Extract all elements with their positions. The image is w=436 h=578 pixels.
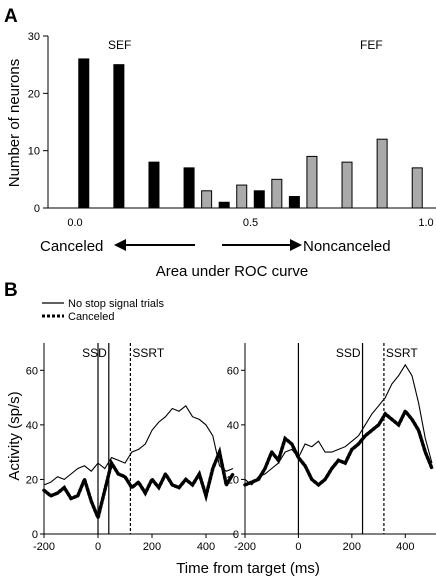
trace-no-stop-signal	[43, 404, 234, 486]
marker-label-ssd: SSD	[82, 346, 107, 360]
subplot-y-tick-label: 20	[26, 474, 38, 486]
arrow-left-head	[114, 239, 126, 251]
panel-a-y-tick-label: 30	[28, 31, 40, 43]
panel-a-x-tick-label: 1.0	[418, 217, 433, 229]
legend-solid-label: No stop signal trials	[68, 298, 164, 310]
subplot-x-tick-label: 0	[295, 541, 301, 553]
panel-a-x-tick-label: 0.5	[243, 217, 258, 229]
panel-a-x-tick-label: 0.0	[67, 217, 82, 229]
direction-label-canceled: Canceled	[40, 238, 103, 255]
bar-fef	[236, 184, 248, 209]
subplot-y-tick-label: 0	[233, 529, 239, 541]
panel-a-letter: A	[4, 6, 18, 27]
bar-fef	[341, 161, 353, 209]
marker-label-ssrt: SSRT	[132, 346, 164, 360]
bar-fef	[306, 155, 318, 209]
panel-b-y-axis-title: Activity (sp/s)	[6, 391, 23, 480]
bar-sef	[183, 167, 195, 209]
panel-a-y-ticks: 0 10 20 30	[28, 31, 48, 215]
panel-a-x-axis-title: Area under ROC curve	[156, 263, 309, 280]
legend-dashed-label: Canceled	[68, 311, 114, 323]
subplot-x-tick-label: 200	[143, 541, 161, 553]
trace-canceled	[243, 407, 434, 488]
subplot-y-tick-label: 40	[227, 420, 239, 432]
panel-a-x-ticks: 0.0 0.5 1.0	[67, 217, 433, 229]
bar-fef	[411, 167, 423, 209]
series-label-sef: SEF	[108, 38, 131, 52]
subplot-y-tick-label: 60	[227, 365, 239, 377]
panel-a-y-tick-label: 0	[34, 203, 40, 215]
panel-a-y-axis-title: Number of neurons	[6, 59, 23, 187]
bar-sef	[253, 190, 265, 209]
series-label-fef: FEF	[360, 38, 383, 52]
subplot-y-tick-label: 60	[26, 365, 38, 377]
bar-sef	[113, 64, 125, 209]
subplot-x-tick-label: -200	[234, 541, 256, 553]
bar-sef	[288, 196, 300, 209]
trace-canceled	[42, 446, 235, 524]
panel-a-bars	[78, 58, 423, 209]
panel-b-x-axis-title: Time from target (ms)	[176, 560, 320, 577]
direction-label-noncanceled: Noncanceled	[303, 238, 391, 255]
panel-a-y-tick-label: 20	[28, 88, 40, 100]
subplot-x-tick-label: 400	[396, 541, 414, 553]
subplot-y-tick-label: 0	[32, 529, 38, 541]
subplot-y-tick-label: 40	[26, 420, 38, 432]
marker-label-ssrt: SSRT	[386, 346, 418, 360]
subplot-x-tick-label: 200	[343, 541, 361, 553]
panel-b-letter: B	[4, 280, 18, 301]
bar-sef	[148, 161, 160, 209]
bar-fef	[201, 190, 213, 209]
trace-no-stop-signal	[244, 363, 433, 486]
subplot-x-tick-label: -200	[33, 541, 55, 553]
bar-sef	[78, 58, 90, 209]
bar-fef	[376, 138, 388, 209]
bar-fef	[271, 178, 283, 209]
subplot-x-tick-label: 0	[95, 541, 101, 553]
panel-a-y-tick-label: 10	[28, 146, 40, 158]
marker-label-ssd: SSD	[336, 346, 361, 360]
bar-sef	[218, 201, 230, 209]
subplot-x-tick-label: 400	[197, 541, 215, 553]
subplot-y-tick-label: 20	[227, 474, 239, 486]
arrow-right-head	[290, 239, 302, 251]
